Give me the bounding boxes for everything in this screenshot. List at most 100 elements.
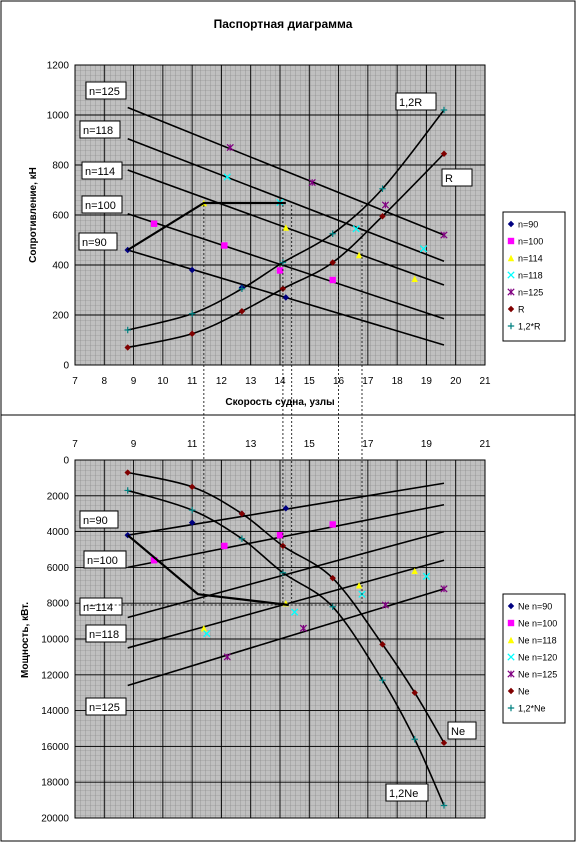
bot-x-tick-6: 19: [421, 439, 433, 450]
top-point-s6-5: [379, 185, 386, 192]
top-x-tick-12: 19: [421, 376, 433, 387]
bot-point-s1-2: [276, 531, 284, 539]
top-annotation-label-4: n=90: [82, 237, 107, 249]
top-point-s6-2: [238, 285, 246, 292]
bot-point-s0-1: [188, 519, 196, 526]
top-annotation-label-5: 1,2R: [399, 97, 422, 109]
bot-point-s4-3: [440, 585, 448, 593]
top-line-series-1: [127, 212, 445, 320]
top-y-tick-2: 400: [52, 261, 69, 272]
top-y-tick-0: 0: [63, 361, 69, 372]
bot-annotation-label-2: n=114: [83, 602, 113, 614]
bot-point-s0-3: [282, 505, 290, 512]
bottom-legend: Ne n=90 Ne n=100 Ne n=118 Ne n=120 Ne n=125 N…: [502, 593, 566, 724]
bot-point-s5-1: [188, 483, 196, 491]
bot-y-tick-1: 2000: [47, 491, 70, 502]
top-annotation-label-0: n=125: [89, 86, 120, 98]
top-point-s4-2: [381, 201, 390, 209]
top-point-s3-3: [419, 245, 428, 253]
bot-point-s6-5: [379, 676, 386, 684]
bot-point-s3-3: [422, 572, 431, 581]
bot-annotation-label-3: n=118: [89, 629, 119, 641]
top-annotation-label-3: n=100: [85, 200, 116, 212]
bot-y-tick-5: 10000: [41, 635, 69, 646]
bot-point-s5-5: [379, 641, 386, 648]
top-point-s2-2: [355, 251, 363, 259]
bot-legend-label-0: Ne n=90: [518, 602, 552, 612]
top-y-tick-6: 1200: [47, 61, 70, 72]
top-point-s1-1: [221, 242, 228, 249]
bot-point-s3-0: [203, 629, 211, 638]
top-plot-border: [74, 64, 486, 366]
top-point-s0-3: [282, 294, 290, 301]
top-legend: n=90 n=100 n=114 n=118 n=125 R 1,2*R: [502, 211, 566, 342]
top-line-series-3: [127, 138, 445, 262]
top-legend-label-0: n=90: [518, 220, 538, 230]
bot-annotation-box-0: [79, 510, 119, 529]
bot-curve-series-6: [127, 489, 445, 806]
top-annotation-box-2: [81, 161, 123, 180]
bot-annotation-box-3: [85, 624, 127, 643]
top-legend-label-3: n=118: [518, 271, 543, 281]
top-legend-marker-5: [507, 305, 515, 313]
bot-x-tick-3: 13: [245, 439, 257, 450]
top-y-tick-5: 1000: [47, 111, 70, 122]
bot-y-tick-2: 4000: [47, 527, 70, 538]
top-annotations: n=125 n=118 n=114 n=100 n=90 1,2R R: [78, 81, 473, 251]
bot-x-tick-7: 21: [479, 439, 491, 450]
top-x-tick-14: 21: [479, 376, 491, 387]
top-point-s4-1: [308, 178, 316, 187]
bot-legend-marker-2: [507, 636, 515, 644]
top-point-s6-1: [188, 310, 196, 317]
top-y-tick-1: 200: [52, 311, 69, 322]
top-legend-marker-0: [507, 220, 515, 228]
top-annotation-box-3: [81, 195, 123, 214]
top-annotation-box-5: [395, 92, 437, 111]
top-annotation-label-1: n=118: [83, 125, 113, 137]
top-legend-marker-6: [507, 322, 515, 330]
bot-x-tick-1: 9: [131, 439, 137, 450]
bot-point-s6-0: [124, 487, 131, 494]
top-point-s0-1: [188, 266, 196, 274]
bot-point-s6-7: [440, 802, 448, 809]
top-point-s5-6: [440, 150, 448, 157]
bot-y-tick-10: 20000: [41, 814, 69, 825]
top-point-s5-0: [124, 344, 131, 351]
bot-annotation-box-4: [85, 697, 127, 716]
top-x-tick-8: 15: [304, 376, 316, 387]
top-legend-label-2: n=114: [518, 254, 543, 264]
top-point-s3-0: [223, 173, 231, 181]
bottom-y-axis-label: Мощность, кВт.: [20, 602, 31, 678]
top-series-group: [124, 106, 448, 351]
top-point-s1-3: [329, 276, 336, 284]
bot-line-series-4: [127, 588, 445, 687]
bot-y-tick-7: 14000: [41, 706, 69, 717]
top-legend-marker-4: [507, 288, 515, 296]
top-point-s5-1: [188, 330, 196, 337]
bot-x-tick-0: 7: [72, 439, 78, 450]
top-point-s6-4: [329, 230, 336, 237]
bot-x-tick-4: 15: [304, 439, 316, 450]
bot-point-s3-1: [290, 608, 299, 616]
bot-y-tick-3: 6000: [47, 563, 70, 574]
top-legend-marker-3: [507, 271, 515, 279]
top-x-tick-11: 18: [392, 376, 404, 387]
top-x-tick-3: 10: [157, 376, 169, 387]
bottom-annotations: n=90 n=100 n=114 n=118 n=125 Ne 1,2Ne: [79, 510, 477, 802]
bot-point-s6-6: [411, 736, 418, 743]
top-x-tick-2: 9: [131, 376, 137, 387]
top-x-tick-13: 20: [450, 376, 462, 387]
bot-annotation-box-2: [79, 597, 123, 616]
bot-legend-marker-3: [507, 653, 515, 661]
bot-annotation-label-0: n=90: [83, 515, 108, 527]
top-x-tick-labels: 7 8 9 10 11 12 13 14 15 16 17 18 19 20 21: [72, 376, 491, 387]
top-x-tick-6: 13: [245, 376, 257, 387]
top-point-s5-5: [379, 213, 386, 220]
top-x-tick-5: 12: [216, 376, 228, 387]
bot-annotation-label-4: n=125: [89, 702, 120, 714]
bottom-plot-border: [74, 459, 486, 819]
top-point-s6-6: [440, 106, 448, 114]
bot-point-s1-3: [329, 521, 336, 528]
top-y-tick-4: 800: [52, 161, 69, 172]
